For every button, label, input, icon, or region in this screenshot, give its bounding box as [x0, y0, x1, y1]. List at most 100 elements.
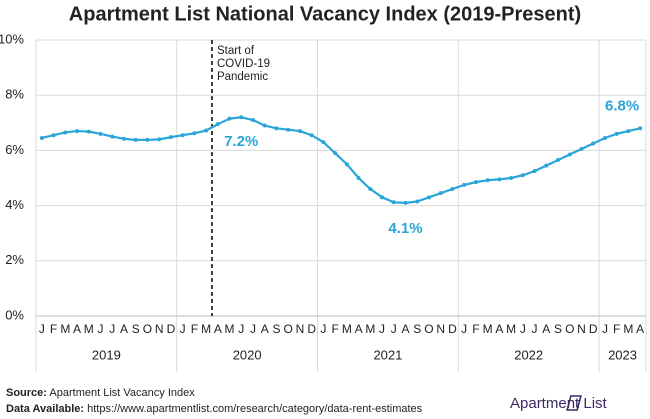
x-tick-label: S — [272, 322, 280, 336]
point — [333, 151, 338, 156]
x-tick-label: J — [320, 322, 326, 336]
y-tick-label: 2% — [5, 252, 24, 267]
point — [391, 200, 396, 205]
x-tick-label: J — [602, 322, 608, 336]
data-available-text: https://www.apartmentlist.com/research/c… — [87, 403, 423, 415]
x-tick-label: J — [250, 322, 256, 336]
x-tick-label: D — [307, 322, 316, 336]
x-tick-label: F — [472, 322, 479, 336]
x-tick-label: M — [342, 322, 352, 336]
x-tick-label: A — [355, 322, 363, 336]
point — [626, 129, 631, 134]
x-tick-label: F — [613, 322, 620, 336]
x-tick-label: A — [636, 322, 644, 336]
x-tick-label: J — [461, 322, 467, 336]
x-tick-label: A — [214, 322, 222, 336]
point — [321, 140, 326, 145]
point — [251, 118, 256, 123]
point — [567, 152, 572, 157]
y-tick-label: 8% — [5, 87, 24, 102]
x-tick-label: M — [506, 322, 516, 336]
x-tick-label: O — [424, 322, 433, 336]
year-label: 2019 — [92, 347, 121, 362]
point — [215, 122, 220, 127]
logo: Apartment List — [510, 395, 608, 412]
point — [157, 137, 162, 142]
x-tick-label: D — [589, 322, 598, 336]
point — [51, 133, 56, 138]
data-label: 6.8% — [605, 97, 639, 114]
x-tick-label: N — [296, 322, 305, 336]
point — [110, 134, 115, 139]
x-tick-label: J — [391, 322, 397, 336]
x-tick-label: F — [191, 322, 198, 336]
x-tick-label: D — [448, 322, 457, 336]
year-label: 2020 — [233, 347, 262, 362]
point — [368, 187, 373, 192]
point — [86, 129, 91, 134]
x-tick-label: M — [84, 322, 94, 336]
point — [380, 195, 385, 200]
point — [415, 199, 420, 204]
data-available: Data Available: https://www.apartmentlis… — [6, 403, 423, 415]
x-tick-label: N — [436, 322, 445, 336]
point — [438, 191, 443, 196]
source-text: Apartment List Vacancy Index — [49, 387, 195, 399]
data-label: 4.1% — [388, 220, 422, 237]
x-tick-label: A — [495, 322, 503, 336]
x-tick-label: A — [402, 322, 410, 336]
year-label: 2023 — [608, 347, 637, 362]
source-label: Source: — [6, 387, 47, 399]
data-label: 7.2% — [224, 133, 258, 150]
logo-icon — [566, 395, 582, 411]
x-tick-label: J — [109, 322, 115, 336]
point — [39, 135, 44, 140]
event-label: COVID-19 — [217, 58, 270, 70]
x-tick-label: A — [261, 322, 269, 336]
point — [204, 128, 209, 133]
x-tick-label: J — [98, 322, 104, 336]
point — [638, 126, 643, 131]
x-tick-label: M — [623, 322, 633, 336]
event-label: Pandemic — [217, 71, 268, 83]
x-tick-label: S — [132, 322, 140, 336]
point — [485, 178, 490, 183]
point — [403, 200, 408, 205]
point — [121, 136, 126, 141]
x-tick-label: J — [238, 322, 244, 336]
point — [274, 126, 279, 131]
point — [262, 123, 267, 128]
x-tick-label: A — [120, 322, 128, 336]
x-tick-label: M — [60, 322, 70, 336]
point — [344, 162, 349, 167]
y-tick-label: 4% — [5, 197, 24, 212]
point — [462, 182, 467, 187]
point — [591, 141, 596, 146]
x-tick-label: O — [565, 322, 574, 336]
point — [63, 130, 68, 135]
point — [426, 195, 431, 200]
point — [145, 137, 150, 142]
year-label: 2022 — [514, 347, 543, 362]
point — [556, 158, 561, 163]
chart-title: Apartment List National Vacancy Index (2… — [69, 3, 581, 25]
x-tick-label: M — [365, 322, 375, 336]
point — [227, 116, 232, 121]
point — [168, 135, 173, 140]
x-tick-label: M — [201, 322, 211, 336]
x-tick-label: S — [554, 322, 562, 336]
year-label: 2021 — [373, 347, 402, 362]
point — [356, 176, 361, 180]
point — [297, 129, 302, 134]
point — [497, 177, 502, 182]
source: Source: Apartment List Vacancy Index — [6, 387, 195, 399]
point — [520, 173, 525, 178]
point — [614, 131, 619, 136]
point — [473, 180, 478, 185]
point — [133, 137, 138, 142]
point — [509, 176, 514, 180]
point — [192, 131, 197, 136]
x-tick-label: J — [520, 322, 526, 336]
x-tick-label: F — [331, 322, 338, 336]
point — [309, 133, 314, 138]
